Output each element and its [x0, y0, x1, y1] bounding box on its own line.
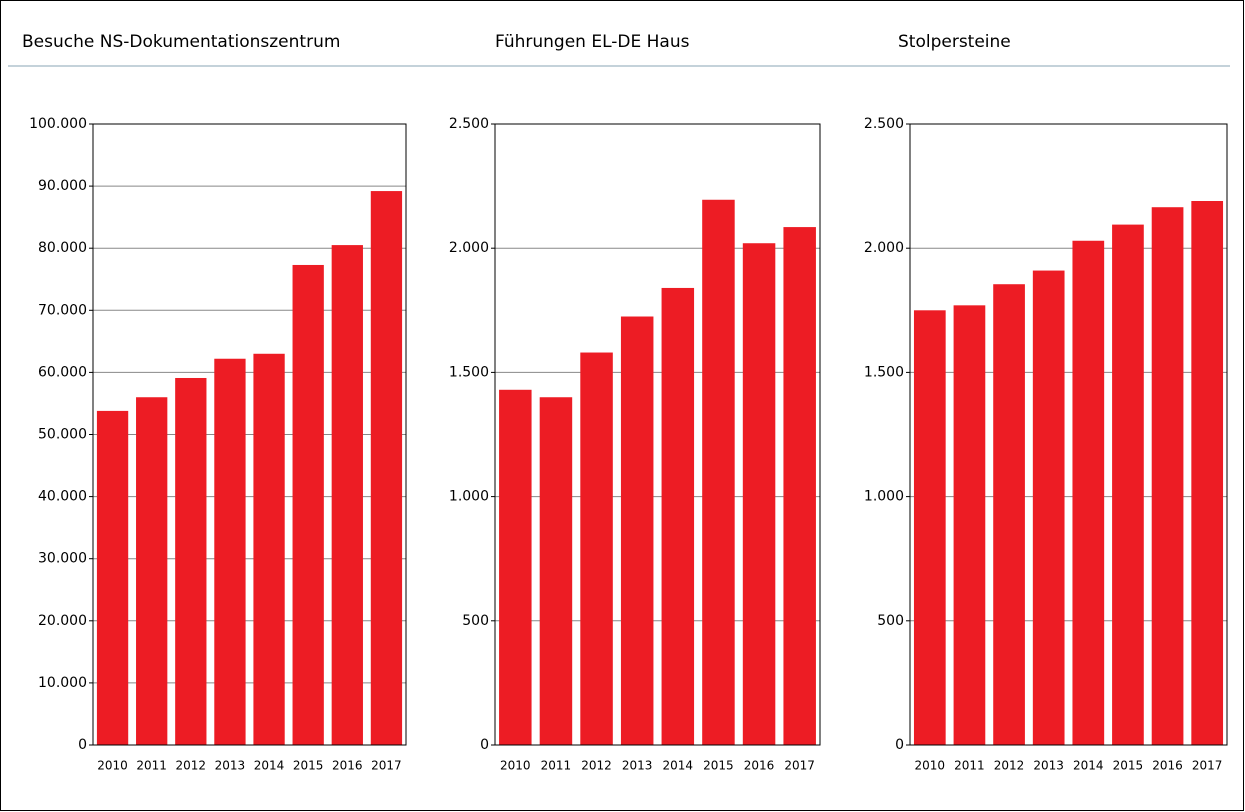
y-tick-label: 90.000: [38, 178, 87, 194]
x-tick-label: 2014: [1073, 759, 1104, 773]
bar: [913, 310, 946, 745]
y-tick-label: 0: [895, 737, 904, 753]
bar: [499, 389, 532, 745]
x-tick-label: 2016: [332, 759, 363, 773]
y-tick-label: 0: [78, 737, 87, 753]
bar: [214, 358, 246, 745]
y-tick-label: 10.000: [38, 675, 87, 691]
y-tick-label: 70.000: [38, 302, 87, 318]
y-tick-label: 80.000: [38, 240, 87, 256]
y-tick-label: 1.500: [864, 364, 904, 380]
x-tick-label: 2014: [254, 759, 285, 773]
bar: [783, 227, 816, 745]
bar: [702, 199, 735, 746]
bar: [580, 352, 613, 745]
bar: [175, 377, 207, 745]
x-tick-label: 2015: [293, 759, 324, 773]
y-tick-label: 0: [480, 737, 489, 753]
x-tick-label: 2017: [784, 759, 815, 773]
y-tick-label: 1.000: [864, 489, 904, 505]
bar: [253, 353, 285, 745]
bar: [96, 410, 129, 745]
y-tick-label: 500: [462, 613, 489, 629]
x-tick-label: 2013: [215, 759, 246, 773]
bar: [1072, 240, 1105, 746]
chart-title: Besuche NS-Dokumentationszentrum: [22, 32, 340, 52]
y-tick-label: 30.000: [38, 551, 87, 567]
bar: [539, 397, 573, 745]
x-tick-label: 2015: [1113, 759, 1144, 773]
bar: [993, 284, 1025, 745]
x-tick-label: 2011: [541, 759, 572, 773]
bar: [1032, 270, 1065, 745]
y-tick-label: 60.000: [38, 364, 87, 380]
plot-frame: [92, 123, 407, 746]
x-tick-label: 2017: [1192, 759, 1223, 773]
bar: [742, 243, 776, 745]
x-tick-label: 2013: [622, 759, 653, 773]
bar: [331, 245, 363, 745]
y-tick-label: 100.000: [29, 116, 87, 132]
bar: [953, 305, 986, 745]
y-tick-label: 40.000: [38, 489, 87, 505]
x-tick-label: 2011: [136, 759, 167, 773]
x-tick-label: 2010: [97, 759, 128, 773]
bar: [1112, 224, 1144, 746]
y-tick-label: 50.000: [38, 427, 87, 443]
bar: [1151, 207, 1184, 746]
x-tick-label: 2012: [994, 759, 1025, 773]
bar: [370, 191, 403, 745]
x-tick-label: 2011: [954, 759, 985, 773]
plot-frame: [909, 123, 1228, 746]
x-tick-label: 2013: [1033, 759, 1064, 773]
y-tick-label: 2.500: [449, 116, 489, 132]
bar: [292, 264, 324, 745]
y-tick-label: 20.000: [38, 613, 87, 629]
x-tick-label: 2015: [703, 759, 734, 773]
x-tick-label: 2012: [581, 759, 612, 773]
x-tick-label: 2016: [1152, 759, 1183, 773]
x-tick-label: 2012: [176, 759, 207, 773]
x-tick-label: 2014: [663, 759, 694, 773]
x-tick-label: 2017: [371, 759, 402, 773]
chart-title: Stolpersteine: [898, 32, 1011, 52]
x-tick-label: 2016: [744, 759, 775, 773]
bar: [620, 316, 654, 745]
bar: [661, 287, 695, 745]
y-tick-label: 2.000: [449, 240, 489, 256]
y-tick-label: 1.000: [449, 489, 489, 505]
y-tick-label: 500: [877, 613, 904, 629]
bar: [136, 397, 168, 745]
bar: [1191, 201, 1224, 745]
x-tick-label: 2010: [500, 759, 531, 773]
y-tick-label: 2.500: [864, 116, 904, 132]
plot-frame: [494, 123, 821, 746]
x-tick-label: 2010: [915, 759, 946, 773]
y-tick-label: 1.500: [449, 364, 489, 380]
chart-title: Führungen EL-DE Haus: [495, 32, 690, 52]
y-tick-label: 2.000: [864, 240, 904, 256]
